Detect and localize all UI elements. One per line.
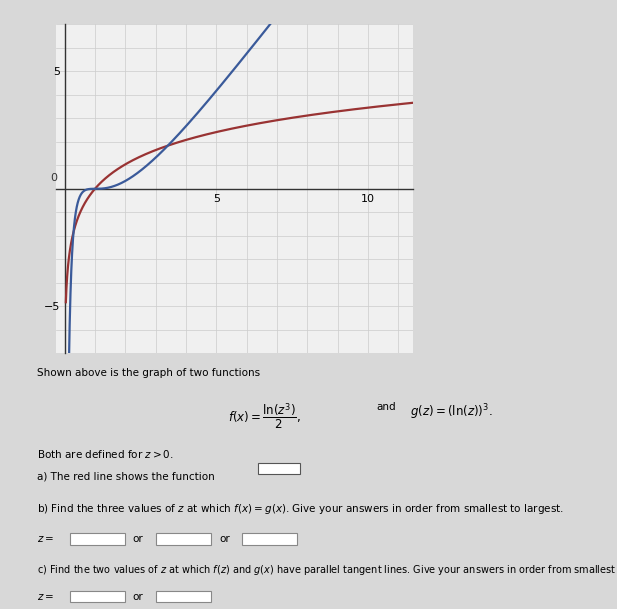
FancyBboxPatch shape <box>70 533 125 544</box>
Text: or: or <box>219 534 230 544</box>
Text: $z =$: $z =$ <box>37 592 54 602</box>
Text: ⊞: ⊞ <box>113 535 120 543</box>
Text: $z =$: $z =$ <box>37 534 54 544</box>
Text: c) Find the two values of $z$ at which $f(z)$ and $g(x)$ have parallel tangent l: c) Find the two values of $z$ at which $… <box>37 563 617 577</box>
FancyBboxPatch shape <box>242 533 297 544</box>
FancyBboxPatch shape <box>156 533 211 544</box>
Text: $f(x) = \dfrac{\ln(z^3)}{2}$,: $f(x) = \dfrac{\ln(z^3)}{2}$, <box>228 402 301 432</box>
Text: ⊞: ⊞ <box>199 535 207 543</box>
Text: ? ◇: ? ◇ <box>265 463 281 474</box>
Text: ⊞: ⊞ <box>113 593 120 601</box>
FancyBboxPatch shape <box>70 591 125 602</box>
Text: and: and <box>376 402 396 412</box>
FancyBboxPatch shape <box>156 591 211 602</box>
Text: ⊞: ⊞ <box>286 535 293 543</box>
Text: b) Find the three values of $z$ at which $f(x) = g(x)$. Give your answers in ord: b) Find the three values of $z$ at which… <box>37 502 564 516</box>
Text: 0: 0 <box>50 173 57 183</box>
Text: ⊞: ⊞ <box>199 593 207 601</box>
Text: or: or <box>133 592 143 602</box>
Text: Shown above is the graph of two functions: Shown above is the graph of two function… <box>37 368 260 378</box>
Text: $g(z) = (\ln(z))^3$.: $g(z) = (\ln(z))^3$. <box>410 402 493 421</box>
Text: or: or <box>133 534 143 544</box>
FancyBboxPatch shape <box>258 463 300 474</box>
Text: Both are defined for $z > 0$.: Both are defined for $z > 0$. <box>37 448 173 460</box>
Text: a) The red line shows the function: a) The red line shows the function <box>37 472 215 482</box>
